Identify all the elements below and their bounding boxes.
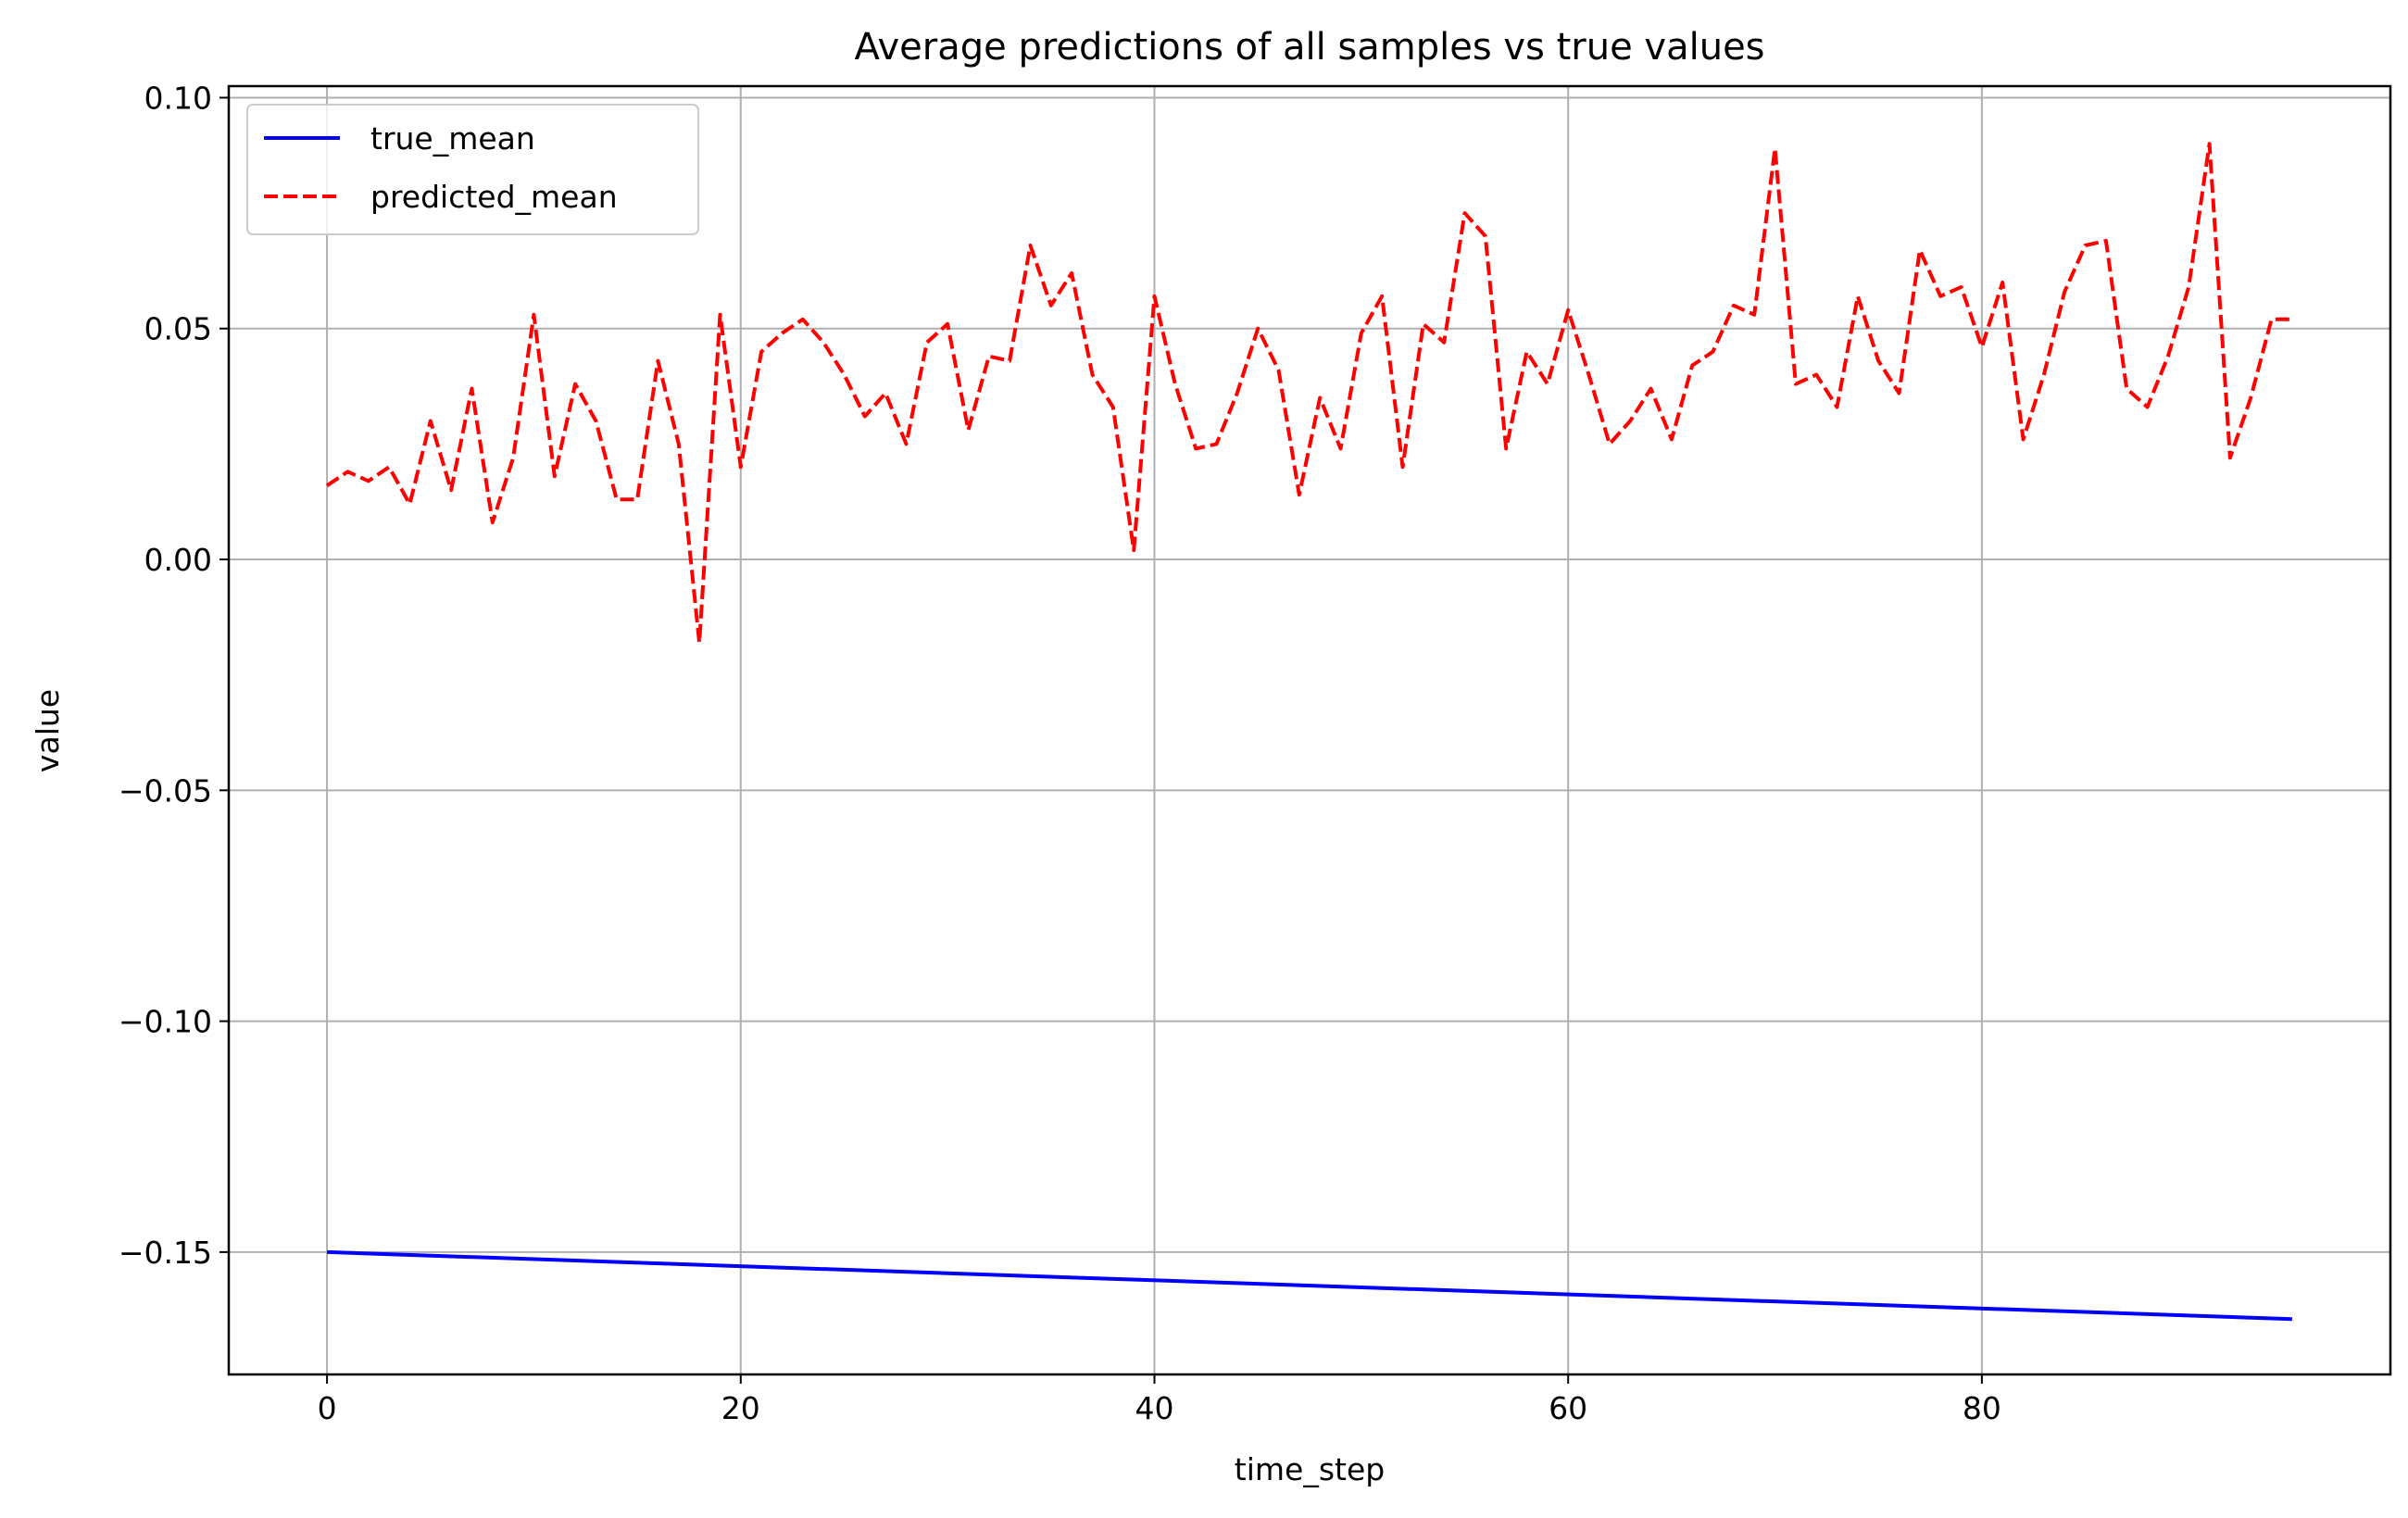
y-tick-label: 0.05: [144, 311, 212, 347]
x-tick-label: 80: [1963, 1390, 2001, 1426]
legend-label-true-mean: true_mean: [370, 120, 535, 157]
legend: true_mean predicted_mean: [246, 104, 699, 235]
y-axis-ticks: 0.10 0.05 0.00 −0.05 −0.10 −0.15: [119, 80, 229, 1271]
y-tick-label: 0.10: [144, 80, 212, 116]
y-tick-label: −0.15: [119, 1235, 212, 1271]
y-tick-label: 0.00: [144, 542, 212, 578]
series-layer: [325, 142, 2292, 1322]
x-axis-label: time_step: [1235, 1451, 1385, 1487]
legend-box: [246, 104, 699, 235]
x-tick-label: 20: [721, 1390, 760, 1426]
y-tick-label: −0.05: [119, 772, 212, 809]
x-axis-ticks: 0 20 40 60 80: [318, 1374, 2001, 1426]
plot-area-frame: [227, 84, 2392, 1376]
y-tick-label: −0.10: [119, 1004, 212, 1040]
series-line-predicted-mean: [325, 142, 2292, 645]
chart-title: Average predictions of all samples vs tr…: [854, 26, 1764, 69]
x-tick-label: 60: [1549, 1390, 1587, 1426]
x-tick-label: 40: [1135, 1390, 1173, 1426]
legend-label-predicted-mean: predicted_mean: [370, 179, 618, 215]
y-axis-label: value: [30, 689, 66, 772]
x-tick-label: 0: [318, 1390, 337, 1426]
series-line-true-mean: [327, 1249, 2292, 1322]
